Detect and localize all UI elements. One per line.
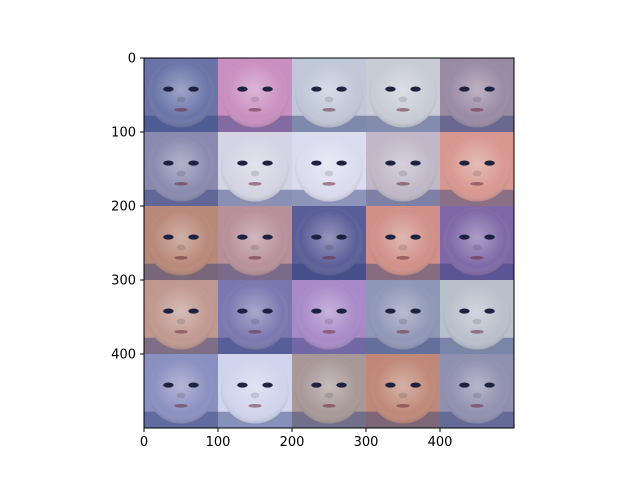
eye-mark bbox=[311, 160, 322, 166]
baby-face-tile: baby face, purple-tinted, blue hat bbox=[292, 280, 366, 354]
x-axis: 0 100 200 300 400 bbox=[140, 428, 453, 450]
eye-mark bbox=[262, 86, 273, 92]
x-tick-label: 0 bbox=[140, 435, 148, 450]
eye-mark bbox=[336, 308, 347, 314]
eye-mark bbox=[237, 234, 248, 240]
baby-face-tile: baby face, blue hat bbox=[218, 280, 292, 354]
baby-face-tile: baby face, pale, red top bbox=[218, 354, 292, 428]
eye-mark bbox=[385, 308, 396, 314]
eye-mark bbox=[385, 160, 396, 166]
eye-mark bbox=[311, 382, 322, 388]
y-tick-label: 300 bbox=[111, 274, 136, 289]
eye-mark bbox=[237, 86, 248, 92]
eye-mark bbox=[262, 382, 273, 388]
y-tick-label: 100 bbox=[111, 126, 136, 141]
eye-mark bbox=[484, 160, 495, 166]
y-tick-label: 0 bbox=[128, 52, 136, 67]
x-tick-label: 400 bbox=[428, 435, 453, 450]
eye-mark bbox=[336, 86, 347, 92]
eye-mark bbox=[410, 308, 421, 314]
x-tick-label: 300 bbox=[354, 435, 379, 450]
eye-mark bbox=[484, 382, 495, 388]
eye-mark bbox=[262, 160, 273, 166]
eye-mark bbox=[336, 160, 347, 166]
eye-mark bbox=[163, 308, 174, 314]
baby-face-tile: baby face, very pale, looking right bbox=[292, 132, 366, 206]
eye-mark bbox=[188, 160, 199, 166]
baby-face-tile: baby face, neutral, blue top bbox=[440, 354, 514, 428]
baby-face-tile: baby face, blue-tinted, polka-dot top bbox=[144, 354, 218, 428]
baby-face-tile: baby face, smiling, hand near mouth bbox=[440, 58, 514, 132]
baby-face-tile: baby face, pink-tinted, mouth open bbox=[218, 58, 292, 132]
baby-face-tile: baby face, pink pacifier bbox=[440, 132, 514, 206]
baby-face-tile: baby face, blue-tinted, frowning bbox=[366, 280, 440, 354]
eye-mark bbox=[237, 308, 248, 314]
eye-mark bbox=[459, 382, 470, 388]
baby-face-tile: baby face, frowning, blue clothes bbox=[144, 132, 218, 206]
eye-mark bbox=[163, 160, 174, 166]
baby-face-tile: baby face, pink-tinted, pacifier bbox=[366, 206, 440, 280]
eye-mark bbox=[459, 234, 470, 240]
baby-face-tile: baby face, purple-tinted, blue hat bbox=[440, 206, 514, 280]
x-tick-label: 100 bbox=[206, 435, 231, 450]
eye-mark bbox=[484, 308, 495, 314]
eye-mark bbox=[262, 308, 273, 314]
eye-mark bbox=[484, 86, 495, 92]
baby-face-tile: baby face, neutral, blue top bbox=[292, 354, 366, 428]
eye-mark bbox=[459, 308, 470, 314]
baby-face-tile: baby face, pale, looking right bbox=[440, 280, 514, 354]
eye-mark bbox=[188, 86, 199, 92]
baby-face-tile: baby face, dark purple tint bbox=[292, 206, 366, 280]
eye-mark bbox=[385, 86, 396, 92]
baby-face-tiles: baby face, blue-tinted, close-upbaby fac… bbox=[144, 58, 514, 428]
eye-mark bbox=[311, 308, 322, 314]
eye-mark bbox=[188, 308, 199, 314]
baby-face-tile: baby face, pale, finger in mouth bbox=[218, 132, 292, 206]
baby-face-tile: baby face, neutral, dark top bbox=[366, 132, 440, 206]
eye-mark bbox=[311, 234, 322, 240]
eye-mark bbox=[262, 234, 273, 240]
eye-mark bbox=[336, 382, 347, 388]
eye-mark bbox=[484, 234, 495, 240]
baby-face-tile: baby face, orange-tinted, blue top bbox=[218, 206, 292, 280]
axes-frame bbox=[143, 57, 515, 429]
baby-face-tile: baby face, orange-tinted, wide eyes bbox=[144, 206, 218, 280]
eye-mark bbox=[410, 234, 421, 240]
y-tick-label: 200 bbox=[111, 200, 136, 215]
baby-face-tile: baby face, blue-tinted, close-up bbox=[144, 58, 218, 132]
eye-mark bbox=[410, 382, 421, 388]
eye-mark bbox=[385, 382, 396, 388]
eye-mark bbox=[237, 382, 248, 388]
eye-mark bbox=[336, 234, 347, 240]
eye-mark bbox=[410, 160, 421, 166]
y-axis: 0 100 200 300 400 bbox=[111, 52, 144, 363]
eye-mark bbox=[459, 160, 470, 166]
eye-mark bbox=[237, 160, 248, 166]
eye-mark bbox=[311, 86, 322, 92]
eye-mark bbox=[163, 234, 174, 240]
baby-face-tile: baby face, orange-tinted, pink nose bbox=[366, 354, 440, 428]
eye-mark bbox=[188, 234, 199, 240]
y-tick-label: 400 bbox=[111, 348, 136, 363]
baby-face-tile: baby face, pale, red top bbox=[366, 58, 440, 132]
eye-mark bbox=[385, 234, 396, 240]
eye-mark bbox=[163, 86, 174, 92]
eye-mark bbox=[163, 382, 174, 388]
eye-mark bbox=[188, 382, 199, 388]
x-tick-label: 200 bbox=[280, 435, 305, 450]
baby-face-tile: baby face, smiling, orange tint bbox=[144, 280, 218, 354]
eye-mark bbox=[410, 86, 421, 92]
eye-mark bbox=[459, 86, 470, 92]
baby-face-tile: baby face, looking sideways, hand near m… bbox=[292, 58, 366, 132]
